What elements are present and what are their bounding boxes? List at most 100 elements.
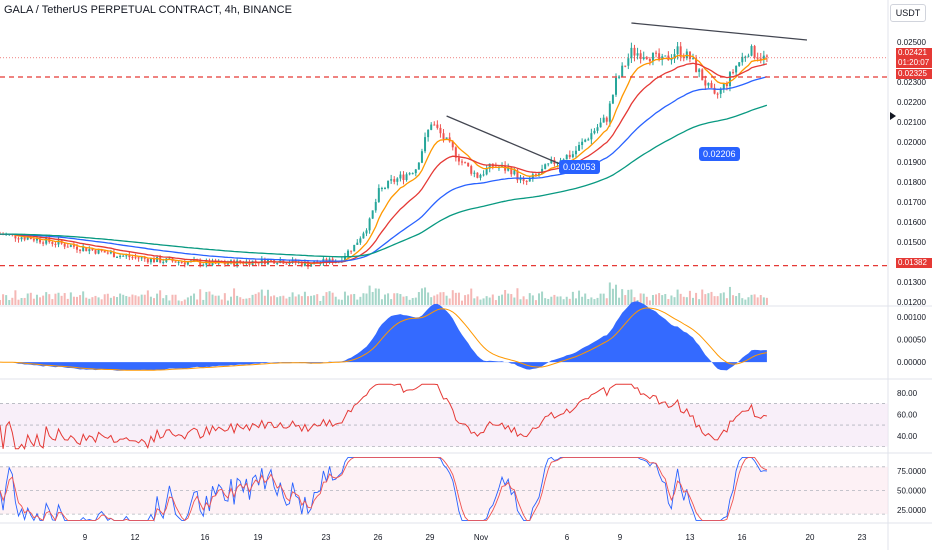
volume-bar [297, 294, 300, 305]
volume-bar [467, 294, 470, 305]
price-tick-label: 0.01600 [897, 218, 926, 227]
volume-bar [605, 298, 608, 305]
candle-body [716, 93, 719, 95]
volume-bar [615, 284, 617, 305]
candle-body [186, 261, 189, 265]
volume-bar [479, 299, 482, 305]
candle-body [725, 83, 728, 87]
candle-body [655, 52, 658, 54]
candle-body [732, 72, 735, 74]
volume-bar [716, 296, 719, 305]
price-annotation-1[interactable]: 0.02053 [559, 160, 600, 174]
time-axis-label: 12 [131, 533, 140, 542]
candle-body [85, 247, 88, 252]
candle-body [128, 255, 131, 258]
candle-body [260, 258, 263, 264]
candle-body [137, 257, 140, 259]
volume-bar [510, 294, 513, 305]
candle-body [473, 172, 476, 174]
volume-bar [199, 289, 202, 305]
volume-bar [294, 296, 297, 305]
volume-bar [491, 294, 494, 305]
candle-body [762, 55, 765, 60]
volume-bar [94, 295, 97, 305]
candle-body [608, 103, 611, 122]
volume-bar [140, 294, 143, 305]
candle-body [17, 238, 20, 240]
volume-bar [451, 290, 454, 305]
time-axis-label: 19 [254, 533, 263, 542]
candle-body [713, 87, 716, 94]
candle-body [359, 238, 362, 243]
volume-bar [457, 292, 460, 305]
candle-body [72, 245, 75, 247]
volume-bar [223, 293, 226, 305]
volume-bar [202, 299, 205, 305]
countdown-value: 01:20:07 [898, 58, 930, 67]
volume-bar [507, 293, 510, 305]
candle-body [54, 243, 57, 245]
candle-body [294, 259, 297, 263]
ema-mid-line [0, 62, 768, 264]
volume-bar [39, 297, 42, 305]
volume-bar [48, 294, 51, 305]
candle-body [615, 77, 617, 95]
candle-body [140, 257, 143, 259]
volume-bar [8, 300, 11, 305]
volume-bar [359, 296, 362, 305]
volume-bar [679, 293, 682, 305]
time-axis-label: 9 [83, 533, 88, 542]
volume-bar [134, 295, 137, 305]
volume-bar [156, 293, 159, 305]
volume-bar [651, 295, 654, 305]
currency-selector[interactable]: USDT [890, 4, 926, 22]
volume-bar [236, 295, 239, 305]
candle-body [393, 179, 396, 182]
candle-body [695, 58, 698, 72]
time-axis-label: 16 [738, 533, 747, 542]
candle-body [735, 65, 738, 73]
candle-body [479, 174, 482, 178]
price-annotation-2[interactable]: 0.02206 [699, 147, 740, 161]
volume-bar [180, 301, 183, 305]
volume-bar [593, 299, 596, 305]
volume-bar [165, 295, 168, 305]
symbol-title[interactable]: GALA / TetherUS PERPETUAL CONTRACT, 4h, … [4, 4, 292, 16]
rsi-tick-label: 60.00 [897, 410, 918, 419]
volume-bar [719, 293, 722, 305]
candle-body [485, 168, 488, 175]
macd-tick-label: 0.00050 [897, 335, 926, 344]
volume-bar [208, 291, 211, 305]
volume-bar [682, 296, 685, 305]
volume-bar [125, 296, 128, 305]
volume-bar [655, 294, 658, 305]
candle-body [679, 46, 682, 57]
candle-body [670, 58, 673, 61]
volume-bar [602, 293, 605, 305]
volume-bar [300, 296, 303, 305]
candle-body [701, 69, 704, 81]
volume-bar [313, 295, 316, 305]
volume-bar [476, 296, 479, 305]
rsi-tick-label: 80.00 [897, 389, 918, 398]
volume-bar [288, 296, 291, 305]
candle-body [482, 174, 485, 176]
volume-bar [504, 289, 507, 305]
candle-body [765, 55, 768, 57]
volume-bar [106, 293, 109, 305]
volume-bar [765, 297, 768, 305]
volume-bar [756, 297, 759, 305]
price-tick-label: 0.02500 [897, 38, 926, 47]
last-price-tag: 0.02421 01:20:07 [896, 48, 932, 68]
candle-body [106, 252, 109, 254]
volume-bar [621, 289, 624, 305]
candle-body [69, 245, 72, 247]
candle-body [411, 173, 414, 175]
scroll-right-arrow-icon[interactable] [890, 112, 896, 120]
candle-body [759, 58, 762, 60]
candle-body [476, 172, 479, 178]
volume-bar [692, 297, 694, 305]
candle-body [420, 151, 423, 163]
volume-bar [497, 295, 500, 305]
